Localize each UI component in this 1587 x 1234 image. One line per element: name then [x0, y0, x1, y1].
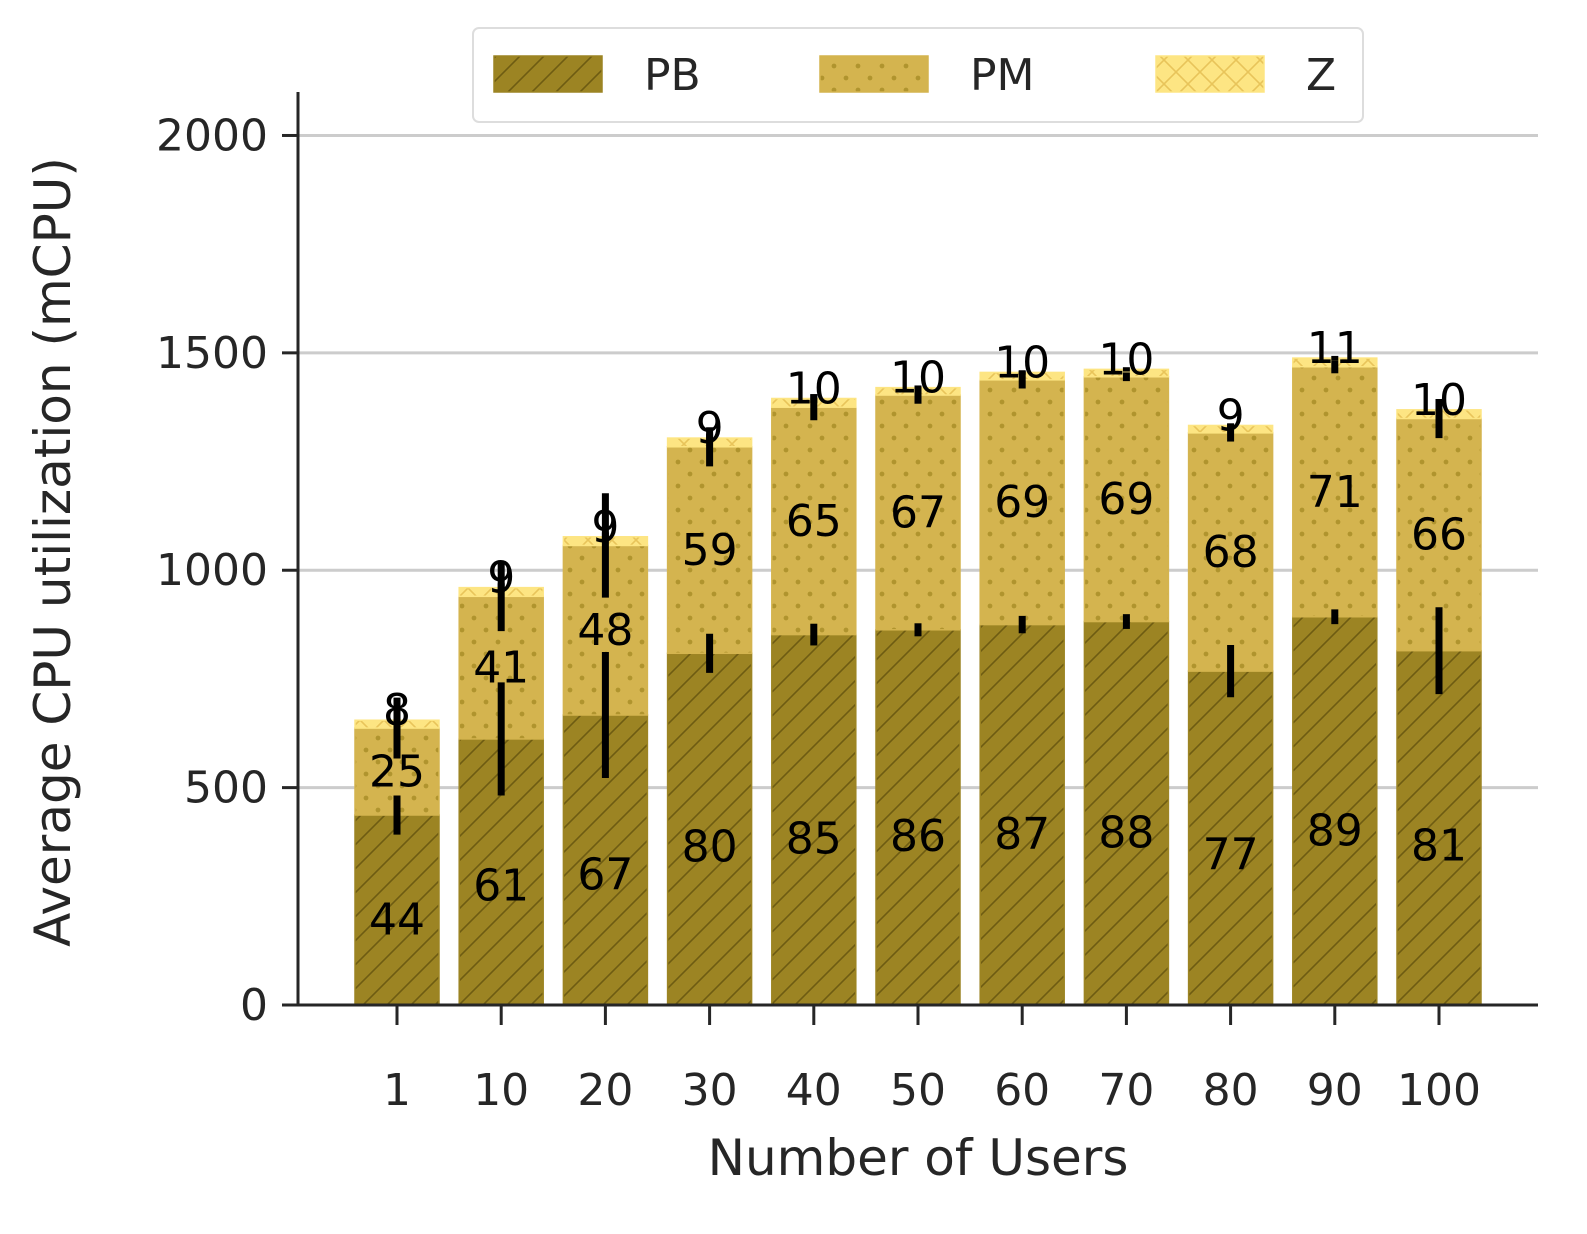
- bar-label-pb: 80: [682, 822, 738, 873]
- x-tick-label: 90: [1307, 1065, 1363, 1116]
- legend-swatch-pattern-z: [1155, 55, 1265, 93]
- bar-label-z: 9: [1217, 390, 1245, 441]
- legend-label-pm: PM: [970, 50, 1035, 101]
- bar-label-z: 10: [786, 364, 842, 415]
- bar-label-pm: 41: [473, 643, 529, 694]
- bar-pattern-pb: [875, 629, 961, 1006]
- bar-pattern-pb: [979, 623, 1065, 1006]
- legend-label-pb: PB: [644, 50, 701, 101]
- legend-label-z: Z: [1306, 50, 1336, 101]
- bar-pattern-pb: [1187, 670, 1274, 1006]
- bar-value-labels: 44 25 8 61 41 9 67 48 9 80 59 9 85 65 10 86 67 10 87 69 10 88…: [369, 323, 1467, 945]
- bar-label-pm: 65: [786, 496, 842, 547]
- axes: 0 500 1000 1500 2000 1 10 20 30 40 50 60 70 80 90 100: [156, 92, 1538, 1116]
- bar-label-pb: 87: [994, 809, 1050, 860]
- bar-pattern-pb: [771, 633, 857, 1006]
- bar-label-pb: 44: [369, 895, 425, 946]
- bar-label-pb: 86: [890, 811, 946, 862]
- bar-label-pm: 67: [890, 487, 946, 538]
- x-axis-title: Number of Users: [708, 1129, 1129, 1187]
- x-tick-label: 40: [786, 1065, 842, 1116]
- y-tick-label: 1000: [156, 545, 268, 596]
- bar-label-pb: 85: [786, 813, 842, 864]
- x-tick-label: 70: [1098, 1065, 1154, 1116]
- bar-label-z: 11: [1307, 323, 1363, 374]
- bar-pattern-pm: [875, 394, 961, 631]
- y-tick-label: 0: [240, 980, 268, 1031]
- bar-label-pb: 89: [1307, 805, 1363, 856]
- x-tick-label: 100: [1397, 1065, 1481, 1116]
- bar-label-pm: 69: [994, 477, 1050, 528]
- bar-label-pm: 59: [682, 525, 738, 576]
- bar-label-pm: 69: [1098, 474, 1154, 525]
- y-axis-title: Average CPU utilization (mCPU): [24, 157, 82, 947]
- bar-label-z: 9: [487, 553, 515, 604]
- bar-pattern-pm: [1083, 376, 1170, 623]
- bar-label-z: 10: [1411, 375, 1467, 426]
- bar-label-pb: 81: [1411, 821, 1467, 872]
- bar-label-z: 10: [1098, 334, 1154, 385]
- bar-label-z: 9: [591, 502, 619, 553]
- bar-label-pm: 48: [577, 605, 633, 656]
- bar-label-z: 8: [383, 685, 411, 736]
- bar-label-z: 10: [994, 337, 1050, 388]
- bar-label-pb: 67: [577, 850, 633, 901]
- bar-label-pb: 88: [1098, 807, 1154, 858]
- bar-label-z: 9: [696, 403, 724, 454]
- x-tick-label: 1: [383, 1065, 411, 1116]
- bar-label-pm: 25: [369, 747, 425, 798]
- bar-pattern-pb: [1083, 620, 1170, 1006]
- x-tick-label: 20: [577, 1065, 633, 1116]
- error-bars: [393, 355, 1443, 835]
- legend: PB PM Z: [472, 27, 1364, 123]
- bar-label-pb: 77: [1203, 830, 1259, 881]
- legend-swatch-pattern-pb: [493, 55, 603, 93]
- y-tick-label: 500: [184, 763, 268, 814]
- bar-pattern-pm: [771, 406, 857, 636]
- bar-label-pb: 61: [473, 860, 529, 911]
- bar-pattern-pm: [979, 379, 1065, 626]
- bar-pattern-pm: [1187, 432, 1274, 672]
- x-tick-label: 50: [890, 1065, 946, 1116]
- bar-label-pm: 71: [1307, 467, 1363, 518]
- y-tick-label: 2000: [156, 110, 268, 161]
- bar-label-z: 10: [890, 353, 946, 404]
- bar-pattern-pb: [666, 652, 753, 1006]
- x-tick-label: 80: [1203, 1065, 1259, 1116]
- bar-label-pm: 66: [1411, 510, 1467, 561]
- x-tick-label: 30: [682, 1065, 738, 1116]
- x-tick-label: 10: [473, 1065, 529, 1116]
- x-tick-label: 60: [994, 1065, 1050, 1116]
- legend-swatch-pattern-pm: [819, 55, 929, 93]
- bar-label-pm: 68: [1203, 527, 1259, 578]
- y-tick-label: 1500: [156, 328, 268, 379]
